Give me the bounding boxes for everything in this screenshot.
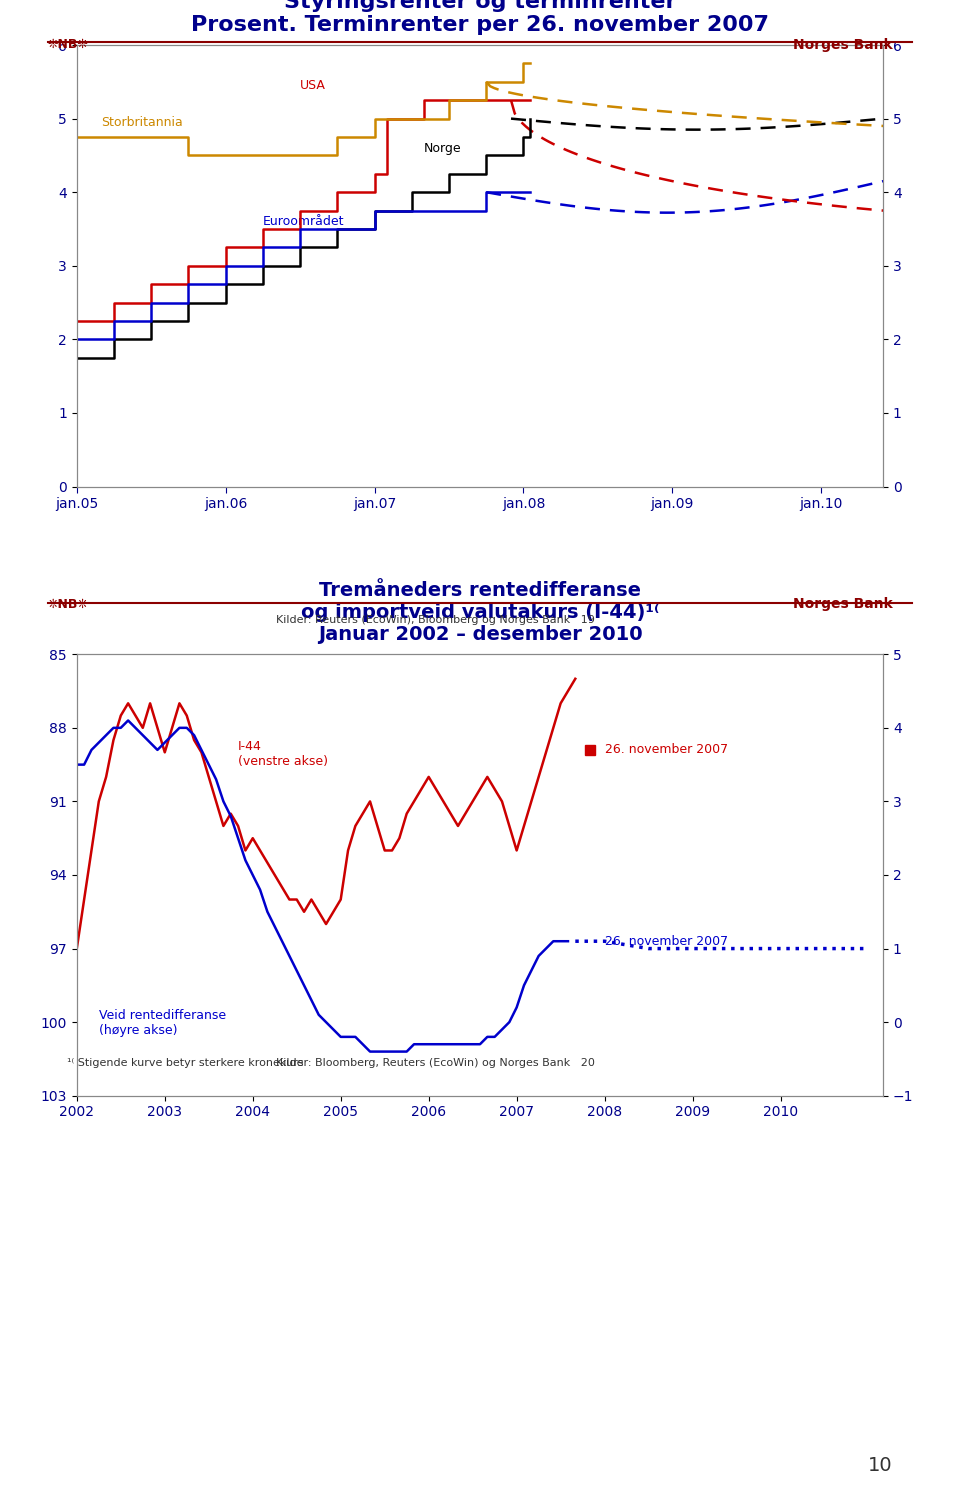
Text: USA: USA <box>300 80 326 92</box>
Title: Styringsrenter og terminrenter
Prosent. Terminrenter per 26. november 2007: Styringsrenter og terminrenter Prosent. … <box>191 0 769 35</box>
Text: ❊NB❊: ❊NB❊ <box>48 597 89 611</box>
Text: Euroområdet: Euroområdet <box>263 215 345 228</box>
Text: 26. november 2007: 26. november 2007 <box>605 935 728 947</box>
Text: 10: 10 <box>868 1456 893 1475</box>
Text: Kilder: Reuters (EcoWin), Bloomberg og Norges Bank   19: Kilder: Reuters (EcoWin), Bloomberg og N… <box>276 615 595 624</box>
Text: Norge: Norge <box>424 141 462 155</box>
Text: 26. november 2007: 26. november 2007 <box>605 743 728 757</box>
Text: ❊NB❊: ❊NB❊ <box>48 38 89 51</box>
Text: Kilder: Bloomberg, Reuters (EcoWin) og Norges Bank   20: Kilder: Bloomberg, Reuters (EcoWin) og N… <box>276 1058 595 1067</box>
Title: Tremåneders rentedifferanse
og importveid valutakurs (I-44)¹⁽
Januar 2002 – dese: Tremåneders rentedifferanse og importvei… <box>300 581 660 644</box>
Text: Storbritannia: Storbritannia <box>102 116 183 129</box>
Text: Norges Bank: Norges Bank <box>793 597 893 611</box>
Text: I-44
(venstre akse): I-44 (venstre akse) <box>238 740 328 767</box>
Text: Veid rentedifferanse
(høyre akse): Veid rentedifferanse (høyre akse) <box>99 1009 226 1037</box>
Text: ¹⁽ Stigende kurve betyr sterkere kronekurs: ¹⁽ Stigende kurve betyr sterkere kroneku… <box>67 1058 303 1067</box>
Text: Norges Bank: Norges Bank <box>793 38 893 51</box>
